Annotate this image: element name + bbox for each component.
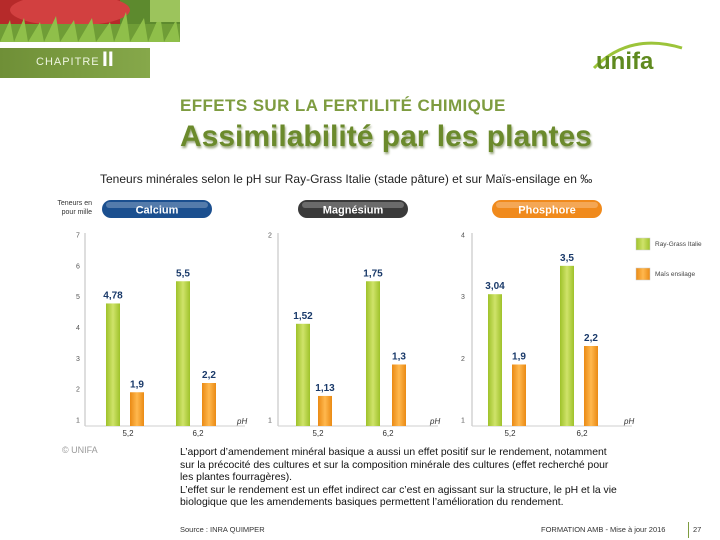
page-number: 27 [693,525,702,534]
y-tick-label: 7 [76,233,80,240]
data-label: 1,3 [392,352,406,363]
chapter-band [0,48,150,78]
x-tick-label: 5,2 [122,429,134,438]
panel-button-gloss [302,202,404,208]
bar-calcium-ray-grass-2 [176,281,190,426]
x-tick-label: 6,2 [192,429,204,438]
footer-formation: FORMATION AMB - Mise à jour 2016 [541,525,666,534]
x-axis-label: pH [623,417,634,426]
panel-button-phosphore [492,200,602,218]
footnote-line: L’apport d’amendement minéral basique a … [180,447,607,458]
bar-phosphore-mais-1 [512,364,526,426]
header-photo [0,0,180,42]
legend-label: Maïs ensilage [655,271,695,278]
panel-title-magnesium: Magnésium [323,205,384,217]
y-tick-label: 1 [76,418,80,425]
unifa-logo: unifa [592,41,683,75]
data-label: 1,9 [130,379,144,390]
logo-text: unifa [596,48,654,75]
bar-calcium-mais-2 [202,383,216,426]
legend-swatch [635,267,651,281]
bar-magnesium-mais-1 [318,395,332,426]
y-tick-label: 2 [76,387,80,394]
data-label: 3,5 [560,253,574,264]
panel-button-gloss [106,202,208,208]
x-tick-label: 5,2 [504,429,516,438]
y-unit-label: Teneurs en pour mille [57,200,92,216]
x-tick-label: 6,2 [382,429,394,438]
x-tick-label: 5,2 [312,429,324,438]
y-tick-label: 4 [461,233,465,240]
bar-phosphore-mais-2 [584,346,598,426]
bar-magnesium-mais-2 [392,364,406,426]
data-label: 2,2 [584,333,598,344]
bar-phosphore-ray-grass-2 [560,265,574,426]
mineral-chart: Calcium 7 6 5 4 3 2 1 4,78 5,5 1,9 2,2 5,2 6,2 pH Magné… [76,200,702,438]
bar-calcium-ray-grass-1 [106,303,120,426]
data-label: 1,75 [363,268,383,279]
chart-subtitle: Teneurs minérales selon le pH sur Ray-Gr… [100,172,593,186]
footnote-line: L’effet sur le rendement est un effet in… [180,484,617,496]
data-label: 1,9 [512,352,526,363]
bar-phosphore-ray-grass-1 [488,294,502,426]
panel-button-calcium [102,200,212,218]
y-tick-label: 4 [76,325,80,332]
panel-button-gloss [496,202,598,208]
chapter-number: II [102,48,114,71]
data-label: 4,78 [103,290,123,301]
data-label: 3,04 [485,281,505,292]
panel-title-phosphore: Phosphore [518,205,575,217]
footnote-line: biologique que les amendements basiques … [180,497,564,509]
y-tick-label: 2 [268,233,272,240]
bar-magnesium-ray-grass-1 [296,323,310,426]
panel-button-magnesium [298,200,408,218]
chapter-label: CHAPITRE [36,56,100,68]
y-tick-label: 1 [461,418,465,425]
footnote-line: sur la précocité des cultures et sur la … [180,459,609,471]
x-tick-label: 6,2 [576,429,588,438]
y-tick-label: 2 [461,356,465,363]
panel-title-calcium: Calcium [136,205,179,217]
footnote-line: les plantes fourragères). [180,472,293,484]
page-title: Assimilabilité par les plantes [180,120,592,153]
data-label: 2,2 [202,370,216,381]
bar-calcium-mais-1 [130,392,144,426]
x-axis-label: pH [429,417,440,426]
y-tick-label: 5 [76,294,80,301]
legend-swatch [635,237,651,251]
data-label: 1,13 [315,383,335,394]
footer-divider [688,522,689,538]
legend-label: Ray-Grass Italie [655,241,702,248]
y-tick-label: 3 [461,294,465,301]
y-tick-label: 1 [268,418,272,425]
section-eyebrow: EFFETS SUR LA FERTILITÉ CHIMIQUE [180,96,506,115]
footnote-text: L’apport d’amendement minéral basique a … [180,447,690,510]
x-axis-label: pH [236,417,247,426]
y-tick-label: 3 [76,356,80,363]
bar-magnesium-ray-grass-2 [366,281,380,426]
source-note: Source : INRA QUIMPER [180,525,265,534]
data-label: 5,5 [176,268,190,279]
data-label: 1,52 [293,311,313,322]
y-tick-label: 6 [76,263,80,270]
copyright-mark: © UNIFA [62,445,98,455]
